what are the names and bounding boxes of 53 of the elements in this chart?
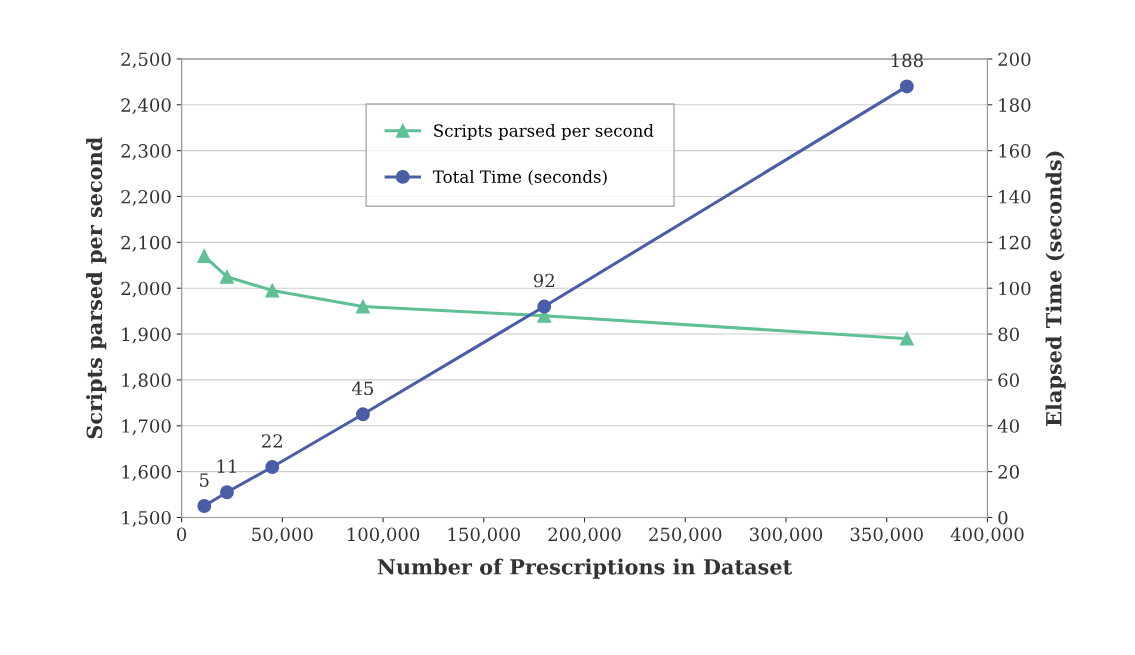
point [197,499,212,513]
y-tick-label: 1,700 [122,419,171,436]
point [265,283,280,298]
y2-tick-label: 200 [998,52,1031,67]
y2-tick-label: 80 [998,327,1019,342]
y-tick-label: 2,400 [121,98,171,115]
y2-tick-label: 40 [997,419,1019,433]
x-tick-label: 350,000 [850,527,923,544]
y-tick-label: 1,500 [122,510,171,527]
data-label: 188 [891,53,923,68]
point [355,407,370,422]
point [265,460,280,474]
y-tick-label: 2,300 [121,144,171,160]
y2-tick-label: 0 [998,510,1008,525]
y-tick-label: 2,200 [121,189,171,206]
y2-tick-label: 60 [998,373,1019,388]
y-tick-label: 2,000 [121,281,171,298]
data-label: 92 [533,273,554,288]
x-tick-label: 50,000 [252,527,313,544]
point [899,331,914,346]
x-axis-title: Number of Prescriptions in Dataset [377,558,793,579]
legend-label: Total Time (seconds) [432,170,607,186]
point [355,299,370,314]
x-tick-label: 150,000 [448,527,520,544]
point [219,485,234,500]
x-tick-label: 400,000 [950,527,1024,544]
x-tick-label: 200,000 [548,527,621,544]
y-tick-label: 1,800 [122,373,171,390]
y2-tick-label: 100 [999,281,1031,296]
legend-label: Scripts parsed per second [434,123,654,141]
point [537,299,552,314]
y2-tick-label: 120 [999,235,1031,250]
point [899,79,914,94]
data-label: 11 [217,459,236,473]
y-axis-title: Scripts parsed per second [86,137,107,439]
data-label: 45 [351,381,374,396]
y-tick-label: 2,100 [121,235,171,252]
y2-tick-label: 140 [999,189,1031,204]
data-label: 5 [200,473,209,487]
x-tick-label: 250,000 [649,527,722,544]
data-label: 22 [261,434,282,448]
y2-axis-title: Elapsed Time (seconds) [1045,151,1066,426]
x-tick-label: 0 [177,527,187,542]
point [197,249,212,264]
y2-tick-label: 160 [999,144,1031,158]
y-tick-label: 1,600 [122,465,171,481]
y-tick-label: 1,900 [122,327,171,344]
y2-tick-label: 180 [999,98,1031,112]
x-tick-label: 100,000 [347,527,420,544]
y-tick-label: 2,500 [121,52,171,69]
point [219,269,234,284]
y2-tick-label: 20 [998,465,1019,479]
x-tick-label: 300,000 [750,527,823,544]
